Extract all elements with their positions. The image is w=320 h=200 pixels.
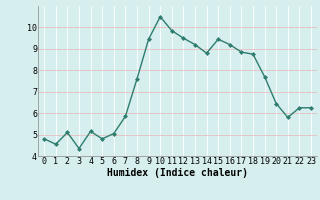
X-axis label: Humidex (Indice chaleur): Humidex (Indice chaleur) [107,168,248,178]
